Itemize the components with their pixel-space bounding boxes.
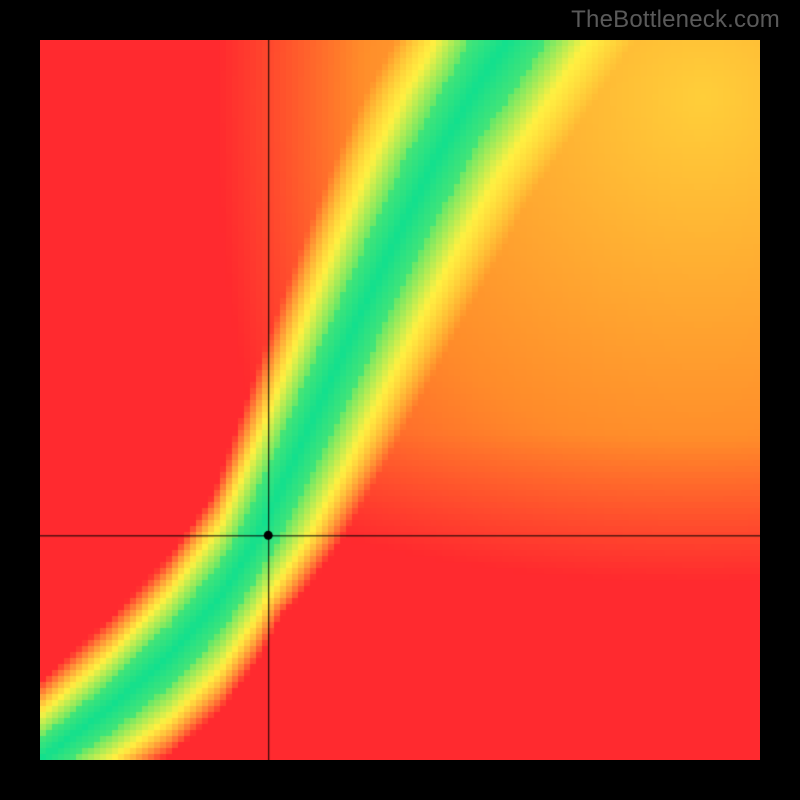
chart-container: TheBottleneck.com [0,0,800,800]
bottleneck-heatmap [40,40,760,760]
watermark-text: TheBottleneck.com [571,6,780,34]
